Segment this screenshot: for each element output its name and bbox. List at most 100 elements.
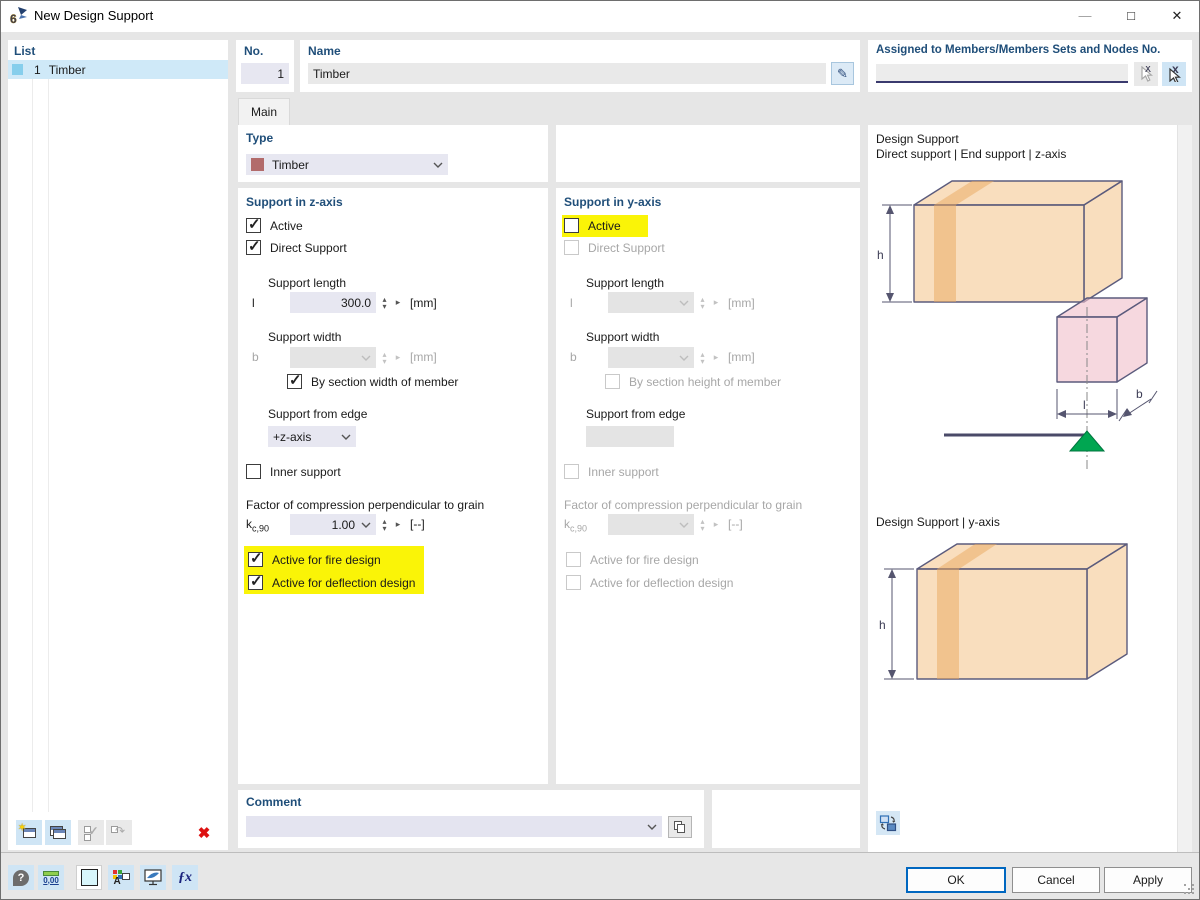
list-item[interactable]: 1 Timber <box>8 60 228 79</box>
z-by-section-label: By section width of member <box>311 374 459 389</box>
color-swatch-icon <box>80 869 98 886</box>
rename-button[interactable]: ✎ <box>831 62 854 85</box>
y-support-width-label: Support width <box>586 330 660 344</box>
new-item-button[interactable]: ✶ <box>16 820 42 845</box>
rendering-button[interactable] <box>140 865 166 890</box>
z-k-symbol: kc,90 <box>246 517 270 534</box>
z-direct-checkbox[interactable] <box>246 237 261 255</box>
z-b-unit: [mm] <box>410 350 437 364</box>
z-l-unit: [mm] <box>410 296 437 310</box>
z-edge-dropdown[interactable]: +z-axis <box>268 426 356 447</box>
z-direct-row[interactable]: Direct Support <box>246 237 347 255</box>
highlight-fire-deflection <box>244 546 424 594</box>
comment-panel: Comment <box>238 790 704 848</box>
z-active-row[interactable]: Active <box>246 215 303 233</box>
preview-title: Design Support <box>876 132 959 146</box>
z-l-symbol: l <box>252 296 255 310</box>
z-fire-row[interactable]: Active for fire design <box>248 549 381 567</box>
assigned-input[interactable] <box>876 64 1128 83</box>
close-button[interactable]: ✕ <box>1171 8 1183 23</box>
name-input[interactable]: Timber <box>308 63 826 84</box>
y-direct-label: Direct Support <box>588 240 665 255</box>
copy-windows-icon <box>50 826 66 839</box>
ok-button[interactable]: OK <box>906 867 1006 893</box>
svg-text:h: h <box>877 248 884 262</box>
tab-main[interactable]: Main <box>238 98 290 125</box>
chevron-down-icon <box>361 522 371 528</box>
preview-subtitle: Direct support | End support | z-axis <box>876 147 1067 161</box>
cursor-red-x-icon: x <box>1169 66 1181 82</box>
copy-item-button[interactable] <box>45 820 71 845</box>
list-item-swatch <box>12 64 23 75</box>
y-factor-label: Factor of compression perpendicular to g… <box>564 498 803 512</box>
z-l-detail-button[interactable]: ▸ <box>395 297 401 307</box>
z-k-detail-button[interactable]: ▸ <box>395 519 401 529</box>
type-header: Type <box>246 131 274 145</box>
z-inner-checkbox[interactable] <box>246 464 261 479</box>
y-edge-label: Support from edge <box>586 407 686 421</box>
y-b-detail-button: ▸ <box>713 352 719 362</box>
type-dropdown[interactable]: Timber <box>246 154 448 175</box>
apply-button[interactable]: Apply <box>1104 867 1192 893</box>
z-active-checkbox[interactable] <box>246 215 261 233</box>
cancel-button[interactable]: Cancel <box>1012 867 1100 893</box>
comment-dropdown[interactable] <box>246 816 662 837</box>
status-bar: ? 0,00 A ƒx OK Cancel Apply <box>0 852 1200 900</box>
resize-grip[interactable] <box>1184 884 1195 895</box>
z-fire-checkbox[interactable] <box>248 549 263 567</box>
name-label: Name <box>308 44 341 58</box>
y-l-detail-button: ▸ <box>713 297 719 307</box>
formula-button[interactable]: ƒx <box>172 865 198 890</box>
y-active-row[interactable]: Active <box>564 218 621 233</box>
z-edge-label: Support from edge <box>268 407 368 421</box>
comment-copy-button[interactable] <box>668 816 692 838</box>
clear-selection-button[interactable]: x <box>1162 62 1186 86</box>
edit-icon: ✎ <box>837 65 848 81</box>
z-l-spinner[interactable]: ▴ ▾ <box>382 294 387 311</box>
color-settings-button[interactable] <box>76 865 102 890</box>
z-factor-input[interactable]: 1.00 <box>290 514 376 535</box>
y-inner-row: Inner support <box>564 464 659 479</box>
z-deflection-row[interactable]: Active for deflection design <box>248 572 416 590</box>
z-axis-support-diagram: h l b <box>877 180 1158 469</box>
list-item-number: 1 <box>34 62 41 77</box>
y-by-section-row: By section height of member <box>605 374 781 389</box>
minimize-button[interactable]: — <box>1078 8 1092 23</box>
y-support-length-label: Support length <box>586 276 665 290</box>
y-b-unit: [mm] <box>728 350 755 364</box>
reset-selection-button[interactable]: ↷ <box>106 820 132 845</box>
z-by-section-checkbox[interactable] <box>287 371 302 389</box>
y-inner-checkbox <box>564 464 579 479</box>
z-deflection-checkbox[interactable] <box>248 572 263 590</box>
z-k-spinner[interactable]: ▴ ▾ <box>382 516 387 533</box>
chevron-down-icon <box>679 522 689 528</box>
z-direct-label: Direct Support <box>270 240 347 255</box>
preview-scrollbar[interactable] <box>1177 125 1192 852</box>
preview-panel: Design Support Direct support | End supp… <box>868 125 1192 852</box>
fx-icon: ƒx <box>178 869 192 885</box>
y-b-symbol: b <box>570 350 577 364</box>
select-all-button[interactable]: ✓ <box>78 820 104 845</box>
z-support-length-input[interactable]: 300.0 <box>290 292 376 313</box>
maximize-button[interactable]: □ <box>1127 8 1135 23</box>
z-support-width-input <box>290 347 376 368</box>
help-icon: ? <box>13 869 29 886</box>
z-b-symbol: b <box>252 350 259 364</box>
z-by-section-row[interactable]: By section width of member <box>287 371 459 389</box>
tab-main-label: Main <box>250 105 277 119</box>
y-edge-field <box>586 426 674 447</box>
y-active-checkbox[interactable] <box>564 218 579 233</box>
delete-item-button[interactable]: ✖ <box>191 820 217 845</box>
z-inner-row[interactable]: Inner support <box>246 464 341 479</box>
star-icon: ✶ <box>17 821 27 834</box>
display-properties-icon: A <box>112 870 130 887</box>
display-properties-button[interactable]: A <box>108 865 134 890</box>
toggle-preview-button[interactable] <box>876 811 900 835</box>
units-settings-button[interactable]: 0,00 <box>38 865 64 890</box>
z-edge-value: +z-axis <box>273 429 312 444</box>
comment-header: Comment <box>246 795 302 809</box>
z-deflection-label: Active for deflection design <box>272 575 416 590</box>
monitor-icon <box>144 869 162 886</box>
help-button[interactable]: ? <box>8 865 34 890</box>
no-field: 1 <box>241 63 289 84</box>
